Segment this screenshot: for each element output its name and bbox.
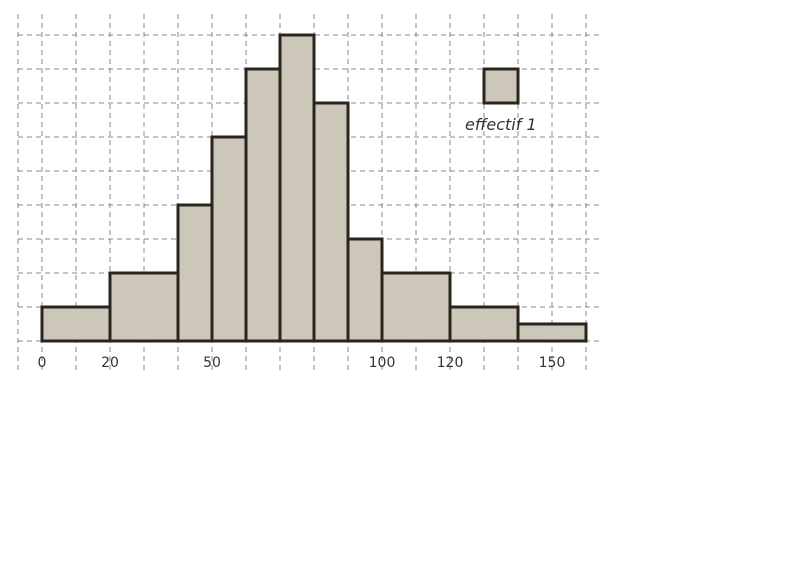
x-tick-labels: 0 20 50 100 120 150	[38, 355, 566, 371]
histogram-bar	[244, 67, 282, 343]
bars	[40, 33, 588, 343]
histogram-bar	[210, 135, 248, 343]
histogram-bar	[176, 203, 214, 343]
x-tick-label: 150	[539, 355, 566, 371]
legend-square	[482, 67, 520, 105]
x-tick-label: 0	[38, 355, 47, 371]
histogram-bar	[516, 322, 588, 343]
x-tick-label: 20	[101, 355, 119, 371]
x-tick-label: 120	[437, 355, 464, 371]
histogram-bar	[346, 237, 384, 343]
histogram-bar	[108, 271, 180, 343]
histogram-bar	[312, 101, 350, 343]
histogram-bar	[40, 305, 112, 343]
legend: effectif 1	[465, 67, 537, 134]
x-tick-label: 100	[369, 355, 396, 371]
x-tick-label: 50	[203, 355, 221, 371]
histogram-bar	[448, 305, 520, 343]
histogram-bar	[380, 271, 452, 343]
histogram-bar	[278, 33, 316, 343]
legend-label: effectif 1	[465, 115, 537, 134]
